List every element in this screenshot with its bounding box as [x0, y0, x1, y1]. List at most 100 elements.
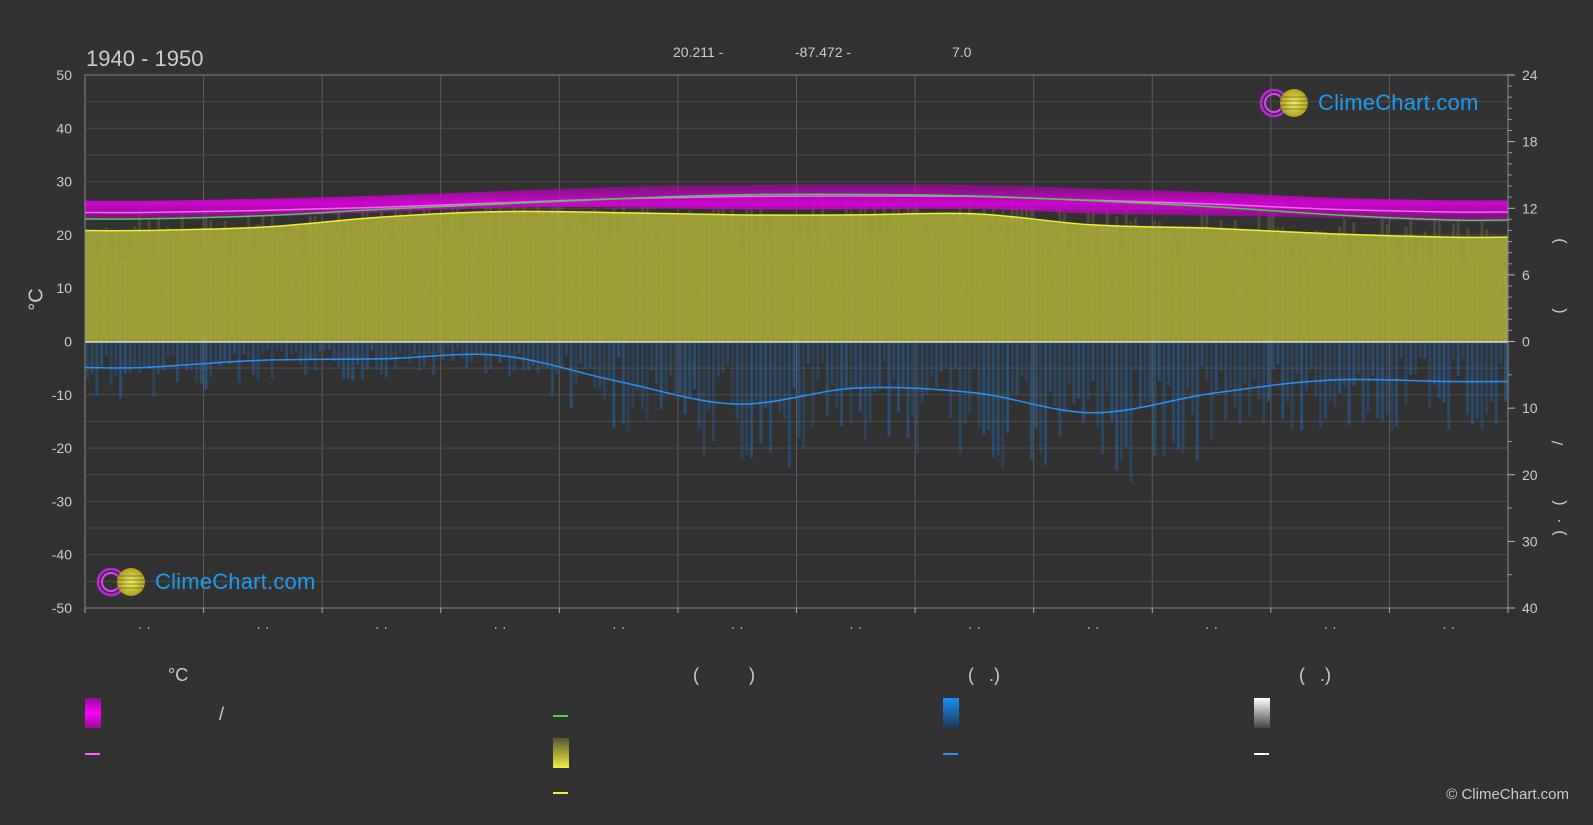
- rain-bar: [1257, 341, 1261, 400]
- rain-bar: [674, 341, 678, 394]
- rain-bar: [882, 341, 886, 361]
- rain-bar: [346, 341, 350, 380]
- rain-bar: [1494, 341, 1498, 426]
- rain-bar: [166, 341, 170, 358]
- rain-bar: [1304, 341, 1308, 391]
- rain-bar: [432, 341, 436, 375]
- rain-bar: [318, 341, 322, 352]
- rain-bar: [711, 341, 715, 442]
- rain-bar: [602, 341, 606, 400]
- rain-bar: [1432, 341, 1436, 386]
- right-tick-label-rain: 20: [1522, 467, 1538, 483]
- rain-bar: [128, 341, 132, 373]
- logo-text-top: ClimeChart.com: [1318, 90, 1479, 115]
- rain-bar: [1357, 341, 1361, 375]
- rain-bar: [1447, 341, 1451, 430]
- left-tick-label: 20: [56, 227, 72, 243]
- rain-bar: [925, 341, 929, 396]
- rain-bar: [1428, 341, 1432, 408]
- rain-bar: [375, 341, 379, 370]
- rain-bar: [455, 341, 459, 351]
- temperature-range-band: [85, 184, 1508, 223]
- left-tick-label: -30: [52, 493, 72, 509]
- rain-bar: [1409, 341, 1413, 375]
- right-axis-label-4: (: [1550, 500, 1568, 506]
- rain-bar: [175, 341, 179, 383]
- rain-bar: [147, 341, 151, 369]
- rain-bar: [1039, 341, 1043, 454]
- rain-bar: [1124, 341, 1128, 448]
- rain-bar: [1366, 341, 1370, 413]
- rain-bar: [180, 341, 184, 366]
- legend-max-line-swatch: [85, 753, 100, 755]
- rain-bar: [313, 341, 317, 371]
- rain-bar: [1172, 341, 1176, 443]
- rain-bar: [394, 341, 398, 370]
- rain-bar: [920, 341, 924, 403]
- rain-bar: [844, 341, 848, 389]
- month-tick-label: · ·: [1086, 619, 1099, 635]
- rain-bar: [531, 341, 535, 366]
- logo-bottom[interactable]: ClimeChart.com: [95, 566, 316, 598]
- rain-bar: [949, 341, 953, 419]
- rain-bar: [1053, 341, 1057, 406]
- right-tick-label-sun: 6: [1522, 267, 1530, 283]
- rain-bar: [631, 341, 635, 409]
- logo-top[interactable]: ClimeChart.com: [1258, 87, 1479, 119]
- right-tick-label-rain: 30: [1522, 533, 1538, 549]
- rain-bar: [873, 341, 877, 392]
- rain-bar: [721, 341, 725, 374]
- rain-bar: [1404, 341, 1408, 405]
- legend-rain-line-swatch: [943, 753, 958, 755]
- rain-bar: [280, 341, 284, 352]
- rain-bar: [1243, 341, 1247, 384]
- rain-bar: [522, 341, 526, 372]
- left-tick-label: -50: [52, 600, 72, 616]
- rain-bar: [560, 341, 564, 371]
- rain-bar: [266, 341, 270, 350]
- rain-bar: [716, 341, 720, 377]
- month-tick-labels: · · · · · · · · · · · · · · · · · · · · · · · ·: [84, 608, 1509, 635]
- legend-snow-line-swatch: [1254, 753, 1269, 755]
- rain-bar: [299, 341, 303, 366]
- rain-bar: [915, 341, 919, 454]
- rain-bar: [835, 341, 839, 408]
- rain-bar: [996, 341, 1000, 456]
- rain-bar: [1290, 341, 1294, 430]
- rain-bar: [982, 341, 986, 435]
- rain-bar: [1347, 341, 1351, 426]
- rain-bar: [161, 341, 165, 371]
- rain-bar: [109, 341, 113, 386]
- rain-bar: [1437, 341, 1441, 399]
- legend-temp-range-swatch: [85, 698, 101, 728]
- rain-bar: [754, 341, 758, 400]
- copyright[interactable]: © ClimeChart.com: [1446, 786, 1569, 803]
- left-tick-label: 40: [56, 120, 72, 136]
- rain-bar: [413, 341, 417, 354]
- rain-bar: [1195, 341, 1199, 461]
- rain-bar: [693, 341, 697, 390]
- rain-bar: [678, 341, 682, 393]
- rain-bar: [655, 341, 659, 384]
- rain-bar: [1210, 341, 1214, 441]
- month-tick-label: · ·: [1442, 619, 1455, 635]
- rain-bar: [194, 341, 198, 383]
- rain-bar: [541, 341, 545, 368]
- rain-bar: [636, 341, 640, 390]
- rain-bar: [688, 341, 692, 400]
- rain-bar: [735, 341, 739, 420]
- rain-bar: [1091, 341, 1095, 382]
- rain-bar: [987, 341, 991, 431]
- rain-bar: [90, 341, 94, 374]
- rain-bar: [806, 341, 810, 364]
- rain-bar: [1006, 341, 1010, 434]
- rain-bar: [209, 341, 213, 377]
- rain-bar: [1414, 341, 1418, 375]
- rain-bar: [968, 341, 972, 414]
- rain-bar: [247, 341, 251, 360]
- rain-bar: [1214, 341, 1218, 391]
- precipitation-line: [85, 353, 1508, 414]
- rain-bar: [953, 341, 957, 370]
- mean-temp-line: [85, 193, 1508, 222]
- rain-bar: [697, 341, 701, 429]
